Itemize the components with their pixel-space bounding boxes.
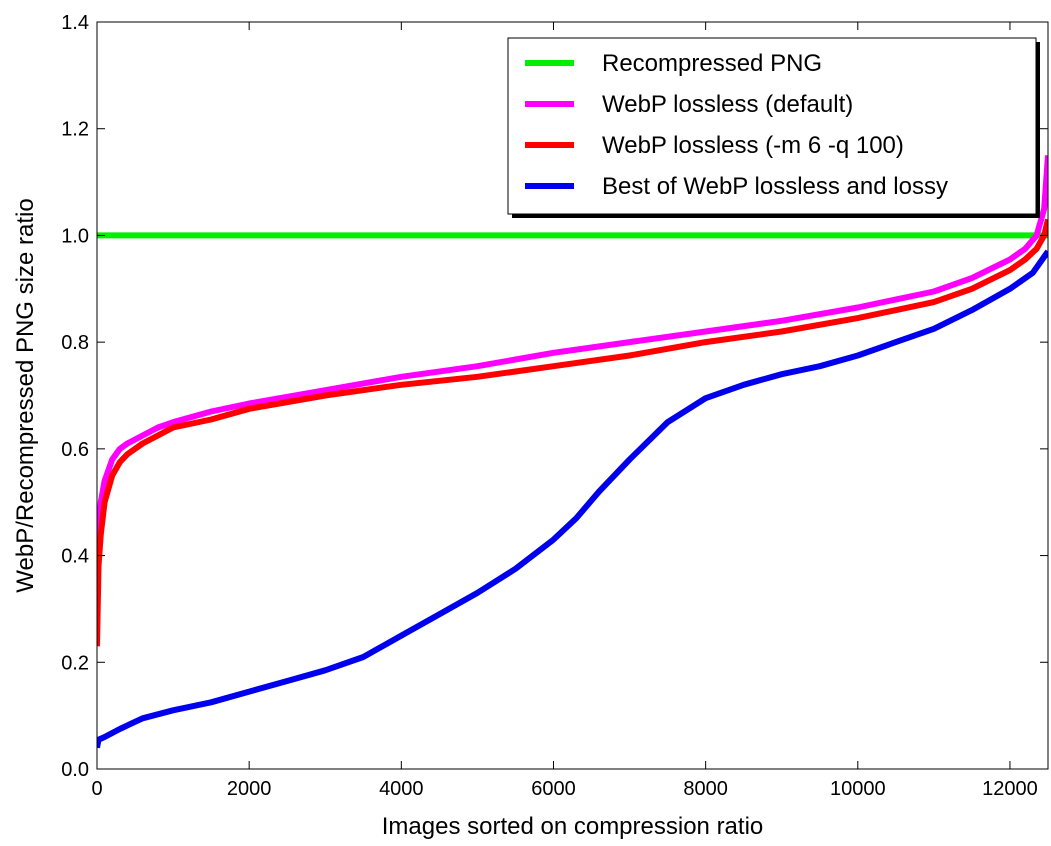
x-tick-label: 8000 (683, 778, 728, 800)
x-tick-label: 12000 (982, 778, 1038, 800)
x-tick-label: 4000 (379, 778, 424, 800)
plot-frame (96, 21, 1049, 770)
series-line-3 (97, 218, 1048, 647)
y-tick-label: 1.0 (61, 225, 89, 247)
x-tick-label: 2000 (227, 778, 272, 800)
series-layer (97, 155, 1048, 749)
y-tick-label: 0.4 (61, 546, 89, 568)
legend-label-4: Best of WebP lossless and lossy (602, 173, 948, 200)
y-tick-label: 0.2 (61, 652, 89, 674)
y-tick-label: 1.2 (61, 119, 89, 141)
legend: Recompressed PNG WebP lossless (default) W… (507, 37, 1040, 218)
legend-label-1: Recompressed PNG (602, 50, 822, 77)
x-tick-label: 0 (91, 778, 102, 800)
axis-ticks: 0 2000 4000 6000 8000 10000 12000 0.0 0.2 0.4 0.6 0… (61, 12, 1048, 800)
x-axis-title: Images sorted on compression ratio (382, 813, 764, 840)
series-line-2 (97, 155, 1048, 631)
x-tick-label: 6000 (531, 778, 576, 800)
y-tick-label: 0.6 (61, 439, 89, 461)
x-tick-label: 10000 (830, 778, 886, 800)
legend-label-2: WebP lossless (default) (602, 91, 853, 118)
y-tick-label: 0.8 (61, 332, 89, 354)
y-tick-label: 1.4 (61, 12, 89, 34)
legend-label-3: WebP lossless (-m 6 -q 100) (602, 132, 904, 159)
series-line-4 (97, 249, 1048, 749)
y-tick-label: 0.0 (61, 759, 89, 781)
plot-border (96, 21, 1049, 770)
legend-box (507, 37, 1037, 215)
y-axis-title: WebP/Recompressed PNG size ratio (12, 198, 39, 592)
